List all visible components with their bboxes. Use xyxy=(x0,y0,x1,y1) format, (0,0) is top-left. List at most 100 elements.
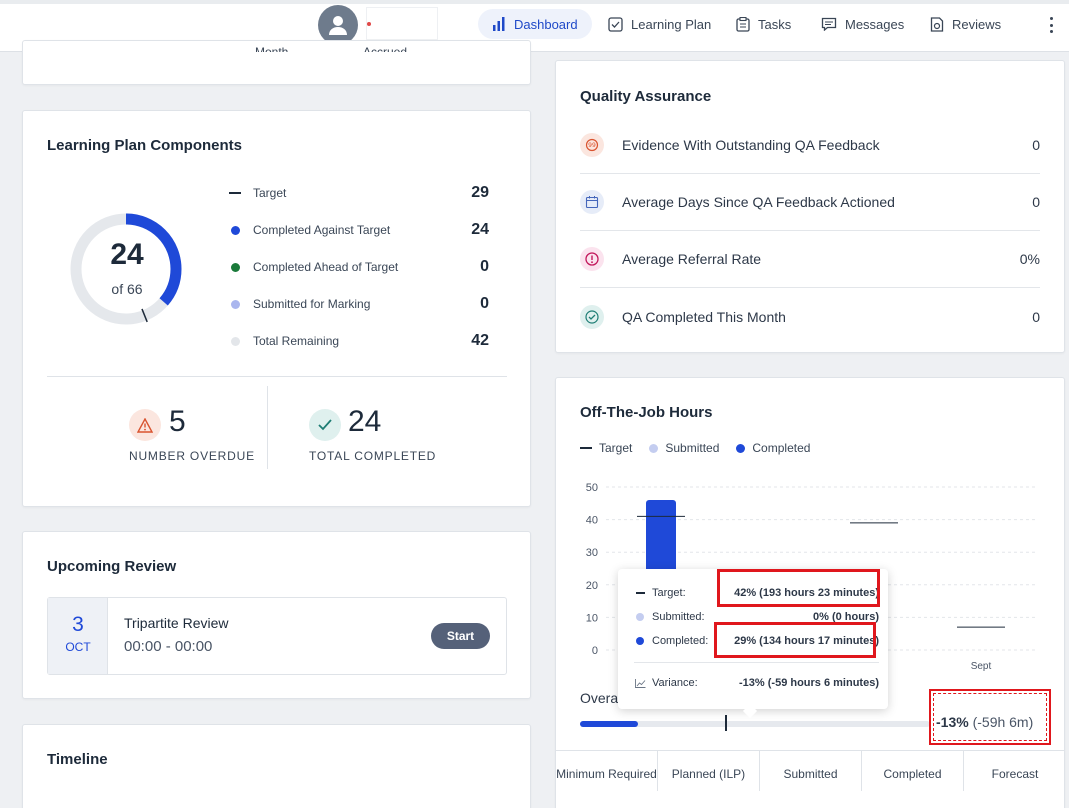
ahead-dot-icon xyxy=(230,262,240,272)
footer-completed: Completed xyxy=(862,751,964,791)
redacted-user-name xyxy=(366,7,438,40)
y-tick-label: 0 xyxy=(592,645,598,657)
summary-col2-label: Accrued xyxy=(363,46,407,52)
clipboard-icon xyxy=(736,16,750,32)
upcoming-review-card: Upcoming Review 3 OCT Tripartite Review … xyxy=(22,531,531,699)
warning-icon xyxy=(129,409,161,441)
svg-text:99: 99 xyxy=(588,142,596,149)
qa-average-days-value: 0 xyxy=(1032,194,1040,210)
review-item[interactable]: 3 OCT Tripartite Review 00:00 - 00:00 St… xyxy=(47,597,507,675)
start-review-button[interactable]: Start xyxy=(431,623,490,649)
review-month: OCT xyxy=(65,640,91,654)
review-date: 3 OCT xyxy=(48,598,108,674)
donut-value: 24 xyxy=(110,238,144,271)
qa-title: Quality Assurance xyxy=(580,88,712,105)
legend-completed-icon xyxy=(736,443,746,453)
overdue-label: NUMBER OVERDUE xyxy=(129,449,255,463)
submitted-dot-icon xyxy=(230,299,240,309)
nav-tasks[interactable]: Tasks xyxy=(722,9,805,39)
nav-messages-label: Messages xyxy=(845,16,905,32)
qa-row-outstanding-feedback[interactable]: 99 Evidence With Outstanding QA Feedback… xyxy=(580,117,1040,174)
qa-referral-value: 0% xyxy=(1019,251,1040,267)
timeline-title: Timeline xyxy=(47,751,108,768)
lp-row-submitted: Submitted for Marking 0 xyxy=(229,294,489,314)
nav-dashboard[interactable]: Dashboard xyxy=(478,9,592,39)
qa-completed-month-label: QA Completed This Month xyxy=(622,308,786,325)
nav-dashboard-label: Dashboard xyxy=(514,16,578,32)
x-tick-label: Sept xyxy=(971,661,992,672)
tooltip-submitted-label: Submitted: xyxy=(652,611,705,623)
overdue-value: 5 xyxy=(169,405,186,438)
review-doc-icon xyxy=(930,16,944,32)
highlight-target-value xyxy=(717,569,880,607)
qa-row-completed-month[interactable]: QA Completed This Month 0 xyxy=(580,288,1040,345)
tooltip-target-value: 42% (193 hours 23 minutes) xyxy=(734,587,879,599)
lp-row-target: Target 29 xyxy=(229,183,489,203)
nav-learning-plan[interactable]: Learning Plan xyxy=(594,9,725,39)
quality-assurance-card: Quality Assurance 99 Evidence With Outst… xyxy=(555,60,1065,353)
review-day: 3 xyxy=(72,613,84,636)
otj-title: Off-The-Job Hours xyxy=(580,404,713,421)
qa-row-average-days[interactable]: Average Days Since QA Feedback Actioned … xyxy=(580,174,1040,231)
footer-forecast: Forecast xyxy=(991,767,1039,781)
overall-label: Overa xyxy=(580,690,619,706)
lp-completed-against-value: 24 xyxy=(471,221,489,238)
legend-completed[interactable]: Completed xyxy=(752,441,811,455)
nav-messages[interactable]: Messages xyxy=(807,9,918,39)
lp-submitted-value: 0 xyxy=(480,295,489,312)
lp-row-completed-ahead: Completed Ahead of Target 0 xyxy=(229,257,489,277)
check-circle-icon xyxy=(580,304,604,329)
total-completed-label: TOTAL COMPLETED xyxy=(309,449,437,463)
completed-dot-icon xyxy=(230,225,240,235)
review-name: Tripartite Review xyxy=(124,615,229,631)
y-tick-label: 40 xyxy=(586,515,598,527)
qa-outstanding-value: 0 xyxy=(1032,137,1040,153)
more-menu-icon[interactable] xyxy=(1042,14,1060,36)
y-tick-label: 30 xyxy=(586,547,598,559)
footer-submitted: Submitted xyxy=(760,751,862,791)
completion-donut xyxy=(70,213,182,325)
checkbox-icon xyxy=(608,16,623,32)
highlight-completed-value xyxy=(714,622,876,658)
summary-card-partial: Month Accrued xyxy=(22,40,531,85)
tooltip-variance-value: -13% (-59 hours 6 minutes) xyxy=(739,677,879,689)
tooltip-submitted-icon xyxy=(636,613,644,621)
user-avatar[interactable] xyxy=(318,5,358,45)
tooltip-variance-label: Variance: xyxy=(652,677,698,689)
y-tick-label: 10 xyxy=(586,612,598,624)
qa-outstanding-label: Evidence With Outstanding QA Feedback xyxy=(622,137,880,153)
y-tick-label: 50 xyxy=(586,482,598,494)
learning-plan-card: Learning Plan Components 24 of 66 Target… xyxy=(22,110,531,507)
qa-referral-label: Average Referral Rate xyxy=(622,251,762,267)
nav-reviews[interactable]: Reviews xyxy=(916,9,1015,39)
review-time: 00:00 - 00:00 xyxy=(124,638,213,655)
qa-row-referral-rate[interactable]: Average Referral Rate 0% xyxy=(580,231,1040,288)
divider xyxy=(47,376,507,377)
donut-target-marker xyxy=(141,308,148,323)
lp-completed-against-label: Completed Against Target xyxy=(253,223,391,237)
bar-chart-icon xyxy=(493,17,505,31)
tooltip-divider xyxy=(634,662,879,663)
highlight-variance xyxy=(929,689,1051,745)
otj-variance: -13% (-59h 6m) xyxy=(936,714,1033,730)
otj-footer: Minimum Required Planned (ILP) Submitted… xyxy=(556,750,1064,791)
qa-completed-month-value: 0 xyxy=(1032,308,1040,325)
nav-reviews-label: Reviews xyxy=(952,16,1002,32)
legend-submitted[interactable]: Submitted xyxy=(665,441,720,455)
remaining-dot-icon xyxy=(230,336,240,346)
legend-target[interactable]: Target xyxy=(599,441,633,455)
otj-progress-fill xyxy=(580,721,638,727)
calendar-icon xyxy=(580,190,604,214)
lp-target-value: 29 xyxy=(471,184,489,201)
target-dash-icon xyxy=(229,192,241,194)
otj-variance-pct: -13% xyxy=(936,714,969,730)
donut-total: of 66 xyxy=(111,281,143,297)
otj-progress-target-marker xyxy=(725,715,727,731)
lp-remaining-label: Total Remaining xyxy=(253,334,340,348)
lp-submitted-label: Submitted for Marking xyxy=(253,297,371,311)
qa-average-days-label: Average Days Since QA Feedback Actioned xyxy=(622,194,895,210)
upcoming-review-title: Upcoming Review xyxy=(47,558,177,575)
check-icon xyxy=(309,409,341,441)
otj-variance-hours: (-59h 6m) xyxy=(972,714,1034,730)
lp-row-remaining: Total Remaining 42 xyxy=(229,331,489,351)
